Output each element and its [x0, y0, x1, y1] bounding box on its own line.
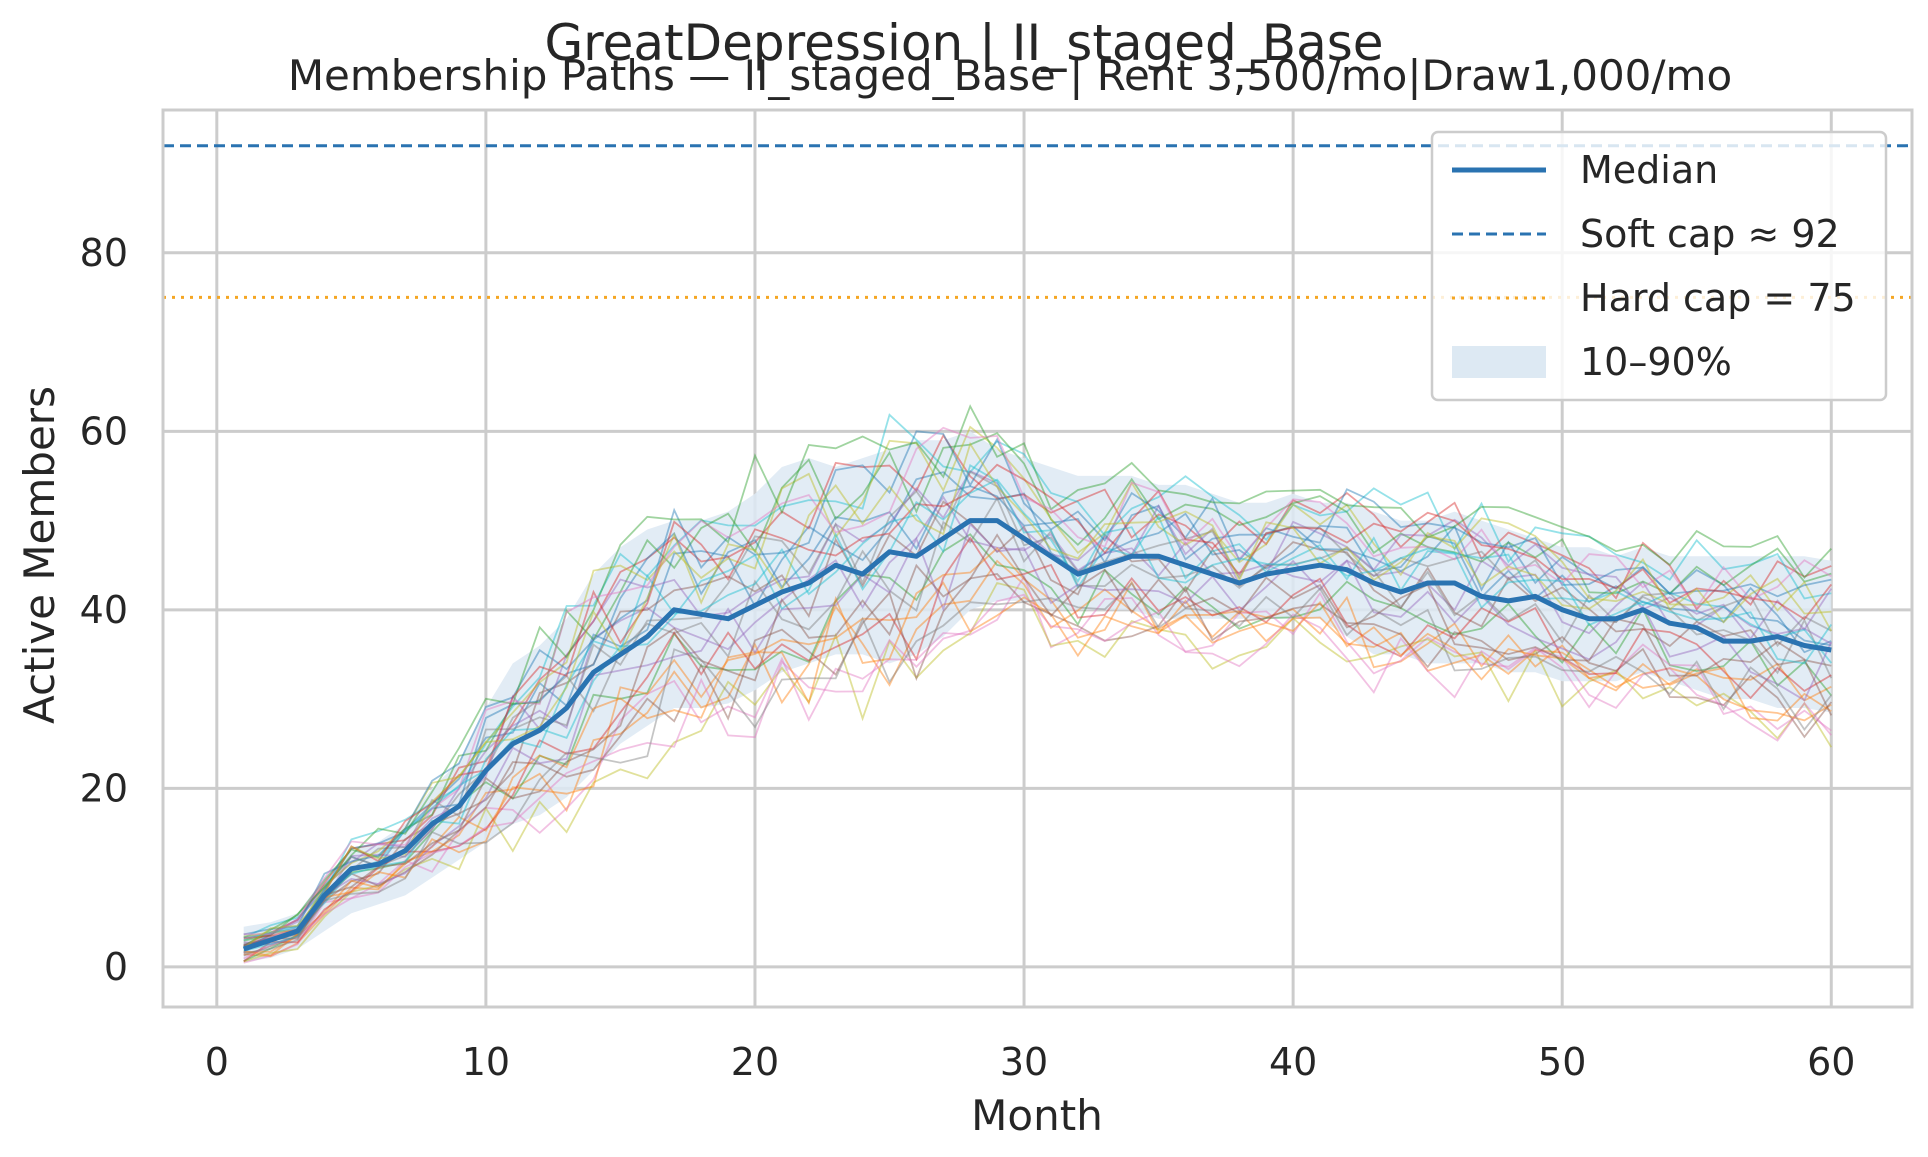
x-tick-label: 20 [731, 1040, 779, 1084]
sample-path [243, 574, 1832, 964]
sample-path [243, 522, 1833, 947]
sample-path [243, 463, 1833, 940]
sample-path [243, 500, 1832, 947]
x-tick-label: 0 [205, 1040, 229, 1084]
legend-label: Soft cap ≈ 92 [1580, 212, 1840, 256]
sample-path [243, 581, 1833, 955]
sample-path [243, 470, 1832, 945]
legend-label: Hard cap = 75 [1580, 276, 1856, 320]
sample-path [243, 559, 1832, 958]
sample-path [243, 469, 1833, 954]
sample-path [243, 426, 1832, 936]
x-tick-label: 50 [1538, 1040, 1586, 1084]
x-tick-label: 40 [1269, 1040, 1317, 1084]
y-tick-label: 20 [80, 766, 128, 810]
y-tick-label: 60 [80, 409, 128, 453]
legend-key-band [1452, 346, 1546, 378]
sample-path [243, 413, 1832, 939]
chart-subtitle: Membership Paths — II_staged_Base | Rent… [288, 51, 1732, 100]
sample-path [243, 533, 1833, 962]
y-tick-label: 0 [104, 945, 128, 989]
sample-path [243, 536, 1832, 963]
legend-box [1430, 130, 1888, 402]
sample-path [243, 433, 1832, 947]
legend: Median Soft cap ≈ 92 Hard cap = 75 10–90% [1430, 130, 1888, 402]
sample-path [243, 581, 1833, 963]
x-tick-label: 30 [1000, 1040, 1048, 1084]
sample-path [243, 404, 1832, 942]
sample-path [243, 593, 1832, 960]
sample-path [243, 425, 1833, 938]
y-tick-label: 40 [80, 588, 128, 632]
chart-title: GreatDepression | II_staged_Base [544, 14, 1383, 72]
median-line [242, 518, 1832, 952]
x-tick-label: 60 [1807, 1040, 1855, 1084]
x-axis-label: Month [971, 1091, 1103, 1140]
percentile-band [243, 431, 1832, 963]
sample-path [243, 573, 1833, 957]
y-axis-label: Active Members [15, 386, 64, 724]
legend-label: 10–90% [1580, 340, 1732, 384]
y-tick-label: 80 [80, 231, 128, 275]
sample-path [243, 478, 1833, 952]
plot-frame [161, 108, 1914, 1009]
sample-path [243, 441, 1832, 949]
sample-path [243, 430, 1832, 936]
sample-path [243, 495, 1832, 946]
sample-path [243, 581, 1832, 953]
sample-path [243, 471, 1832, 950]
x-tick-label: 10 [462, 1040, 510, 1084]
sample-path [243, 432, 1832, 947]
sample-path [243, 533, 1833, 947]
sample-path [243, 485, 1832, 939]
legend-label: Median [1580, 148, 1718, 192]
sample-path [243, 547, 1832, 957]
